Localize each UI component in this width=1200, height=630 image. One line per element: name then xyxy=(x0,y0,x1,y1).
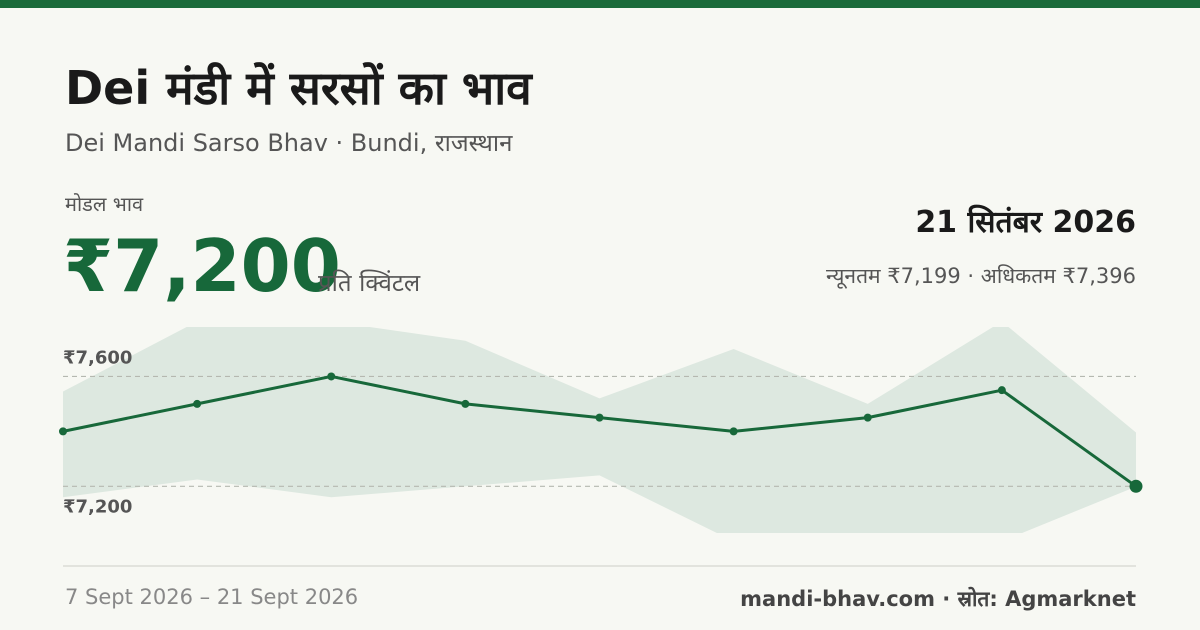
modal-price: ₹7,200 xyxy=(63,224,341,308)
data-point xyxy=(193,399,202,408)
date: 21 सितंबर 2026 xyxy=(915,205,1136,240)
grid-layer: ₹7,600 ₹7,200 xyxy=(63,347,1136,517)
data-point xyxy=(863,413,872,422)
line-layer xyxy=(59,372,1143,493)
band-layer xyxy=(63,327,1136,533)
data-point xyxy=(997,386,1006,395)
data-point xyxy=(327,372,336,381)
data-point xyxy=(1129,479,1143,493)
y-tick-label: ₹7,600 xyxy=(63,347,132,368)
unit: प्रति क्विंटल xyxy=(318,269,421,297)
modal-label: मोडल भाव xyxy=(65,192,144,216)
title: Dei मंडी में सरसों का भाव xyxy=(65,61,532,115)
date-range: 7 Sept 2026 – 21 Sept 2026 xyxy=(65,585,359,609)
source: mandi-bhav.com · स्रोत: Agmarknet xyxy=(740,587,1136,611)
data-point xyxy=(461,399,470,408)
price-band xyxy=(63,327,1136,533)
data-point xyxy=(595,413,604,422)
data-point xyxy=(59,427,67,436)
y-tick-label: ₹7,200 xyxy=(63,496,132,517)
data-point xyxy=(729,427,738,436)
price-range: न्यूनतम ₹7,199 · अधिकतम ₹7,396 xyxy=(826,264,1136,288)
top-bar xyxy=(0,0,1200,8)
subtitle: Dei Mandi Sarso Bhav · Bundi, राजस्थान xyxy=(65,129,513,157)
